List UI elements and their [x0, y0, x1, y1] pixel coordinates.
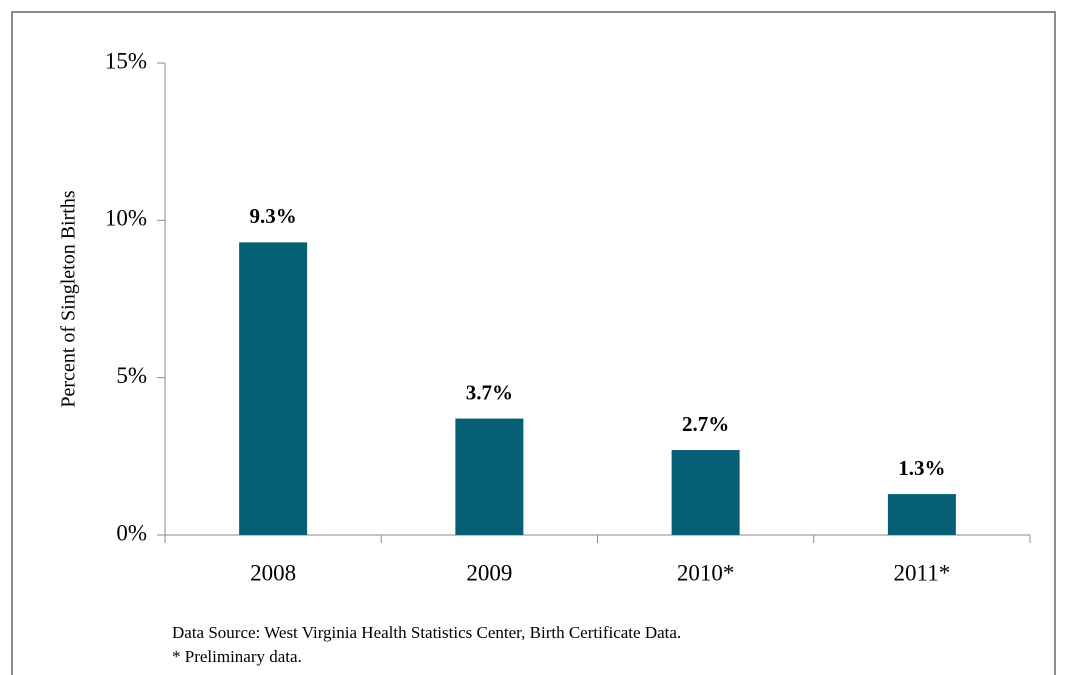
- y-tick-label: 15%: [105, 48, 147, 73]
- value-label: 2.7%: [682, 412, 729, 436]
- value-label: 9.3%: [250, 204, 297, 228]
- bar: [671, 450, 740, 535]
- bar: [887, 494, 956, 535]
- bar: [239, 242, 308, 536]
- note: Data Source: West Virginia Health Statis…: [172, 623, 681, 642]
- x-tick-label: 2011*: [894, 560, 951, 585]
- x-tick-label: 2010*: [677, 560, 735, 585]
- x-tick-label: 2008: [250, 560, 296, 585]
- y-tick-label: 5%: [116, 363, 147, 388]
- y-axis-label: Percent of Singleton Births: [58, 190, 80, 407]
- value-label: 3.7%: [466, 380, 513, 404]
- note: * Preliminary data.: [172, 647, 302, 666]
- x-tick-label: 2009: [466, 560, 512, 585]
- y-tick-label: 10%: [105, 206, 147, 231]
- bar: [455, 418, 524, 535]
- frame: [11, 11, 1056, 675]
- value-label: 1.3%: [898, 456, 945, 480]
- y-tick-label: 0%: [116, 520, 147, 545]
